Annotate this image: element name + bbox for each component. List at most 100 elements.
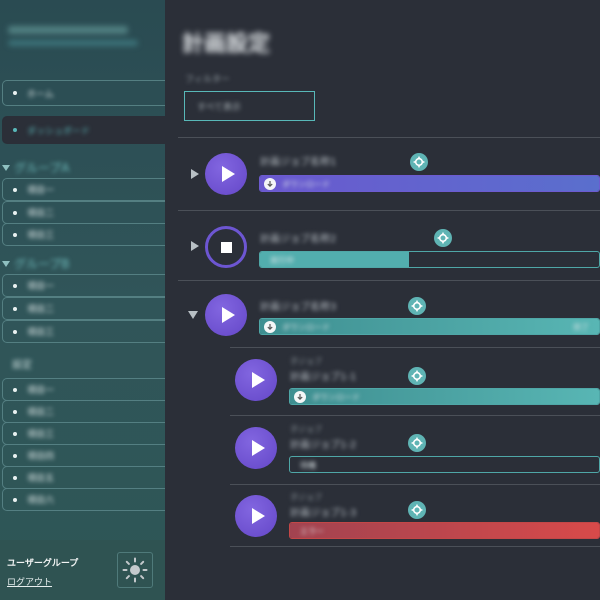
play-button[interactable] — [205, 294, 247, 336]
job-title: 計画ジョブ1-3 — [290, 508, 357, 519]
settings-button[interactable] — [408, 434, 426, 452]
sun-icon — [122, 557, 148, 583]
expand-row-icon[interactable] — [191, 169, 199, 179]
progress-text: ダウンロード — [312, 393, 360, 402]
bullet-icon — [13, 187, 17, 192]
divider — [230, 415, 600, 416]
stop-icon — [220, 241, 232, 253]
stop-button[interactable] — [205, 226, 247, 268]
download-icon — [264, 321, 276, 333]
child-job-label: 子ジョブ — [290, 493, 322, 502]
gear-icon — [413, 156, 425, 168]
progress-text: 実行中 — [270, 256, 294, 265]
play-button[interactable] — [235, 359, 277, 401]
sidebar-item[interactable]: 項目四 — [2, 444, 165, 467]
progress-fill — [290, 389, 599, 404]
settings-button[interactable] — [408, 297, 426, 315]
sidebar-item-label: 項目一 — [27, 282, 55, 292]
divider — [178, 210, 600, 211]
play-icon — [221, 166, 235, 182]
sidebar-item[interactable]: 項目三 — [2, 223, 165, 246]
gear-icon — [411, 300, 423, 312]
progress-text: ダウンロード — [282, 180, 330, 189]
sidebar-item-label: 項目三 — [27, 328, 55, 338]
progress-text: ダウンロード — [282, 323, 330, 332]
logout-link[interactable]: ログアウト — [7, 578, 53, 588]
sidebar-item-label: ホーム — [27, 89, 54, 100]
job-title: 計画ジョブ名称1 — [260, 157, 337, 168]
bullet-icon — [13, 329, 17, 334]
settings-button[interactable] — [408, 501, 426, 519]
child-job-label: 子ジョブ — [290, 425, 322, 434]
divider — [230, 546, 600, 547]
sidebar-group-a[interactable]: グループA — [2, 159, 70, 176]
expand-row-icon[interactable] — [191, 241, 199, 251]
progress-bar: エラー — [289, 522, 600, 539]
progress-fill — [260, 176, 599, 191]
theme-toggle-button[interactable] — [117, 552, 153, 588]
sidebar-item-dashboard[interactable]: ダッシュボード — [2, 116, 165, 144]
progress-fill — [290, 523, 599, 538]
gear-icon — [411, 437, 423, 449]
sidebar-item-label: 項目三 — [27, 430, 55, 440]
sidebar: ホーム ダッシュボード グループA 項目一 項目二 項目三 グループB 項目一 … — [0, 0, 165, 600]
user-group-label: ユーザーグループ — [7, 559, 79, 569]
progress-fill — [260, 319, 599, 334]
sidebar-item-label: 項目五 — [27, 474, 55, 484]
bullet-icon — [13, 128, 17, 132]
progress-text: エラー — [300, 527, 324, 536]
bullet-icon — [13, 232, 17, 237]
sidebar-item-label: ダッシュボード — [27, 126, 91, 137]
settings-button[interactable] — [408, 367, 426, 385]
sidebar-item[interactable]: 項目二 — [2, 400, 165, 423]
sidebar-item-label: 項目四 — [27, 452, 55, 462]
bullet-icon — [13, 306, 17, 311]
download-icon — [294, 391, 306, 403]
job-title: 計画ジョブ名称2 — [260, 234, 337, 245]
progress-bar: ダウンロード 完了 — [259, 318, 600, 335]
sidebar-item[interactable]: 項目一 — [2, 274, 165, 297]
collapse-row-icon[interactable] — [188, 311, 198, 319]
sidebar-item-home[interactable]: ホーム — [2, 80, 165, 106]
job-title: 計画ジョブ1-2 — [290, 440, 357, 451]
settings-button[interactable] — [434, 229, 452, 247]
chevron-down-icon — [2, 164, 10, 171]
sidebar-item-label: 項目二 — [27, 408, 55, 418]
gear-icon — [411, 370, 423, 382]
progress-bar: 待機 — [289, 456, 600, 473]
progress-bar: ダウンロード — [259, 175, 600, 192]
play-icon — [251, 372, 265, 388]
divider — [230, 484, 600, 485]
play-icon — [221, 307, 235, 323]
divider — [178, 137, 600, 138]
settings-button[interactable] — [410, 153, 428, 171]
progress-status: 完了 — [573, 323, 589, 332]
sidebar-item[interactable]: 項目三 — [2, 320, 165, 343]
gear-icon — [411, 504, 423, 516]
play-button[interactable] — [235, 427, 277, 469]
sidebar-item[interactable]: 項目六 — [2, 488, 165, 511]
sidebar-group-b[interactable]: グループB — [2, 255, 70, 272]
divider — [178, 280, 600, 281]
sidebar-item[interactable]: 項目五 — [2, 466, 165, 489]
bullet-icon — [13, 409, 17, 414]
download-icon — [264, 178, 276, 190]
sidebar-item[interactable]: 項目二 — [2, 201, 165, 224]
sidebar-item[interactable]: 項目一 — [2, 178, 165, 201]
sidebar-item[interactable]: 項目三 — [2, 422, 165, 445]
sidebar-item-label: 項目三 — [27, 231, 55, 241]
filter-input[interactable]: すべて表示 — [184, 91, 315, 121]
progress-bar: ダウンロード — [289, 388, 600, 405]
bullet-icon — [13, 91, 17, 95]
sidebar-item-label: 項目二 — [27, 305, 55, 315]
filter-label: フィルター — [185, 75, 230, 85]
play-button[interactable] — [235, 495, 277, 537]
sidebar-item[interactable]: 項目二 — [2, 297, 165, 320]
job-title: 計画ジョブ1-1 — [290, 372, 357, 383]
page-title: 計画設定 — [182, 32, 271, 57]
sidebar-item[interactable]: 項目一 — [2, 378, 165, 401]
play-button[interactable] — [205, 153, 247, 195]
progress-bar: 実行中 — [259, 251, 600, 268]
chevron-down-icon — [2, 260, 10, 267]
sidebar-group-title: グループA — [14, 161, 70, 175]
